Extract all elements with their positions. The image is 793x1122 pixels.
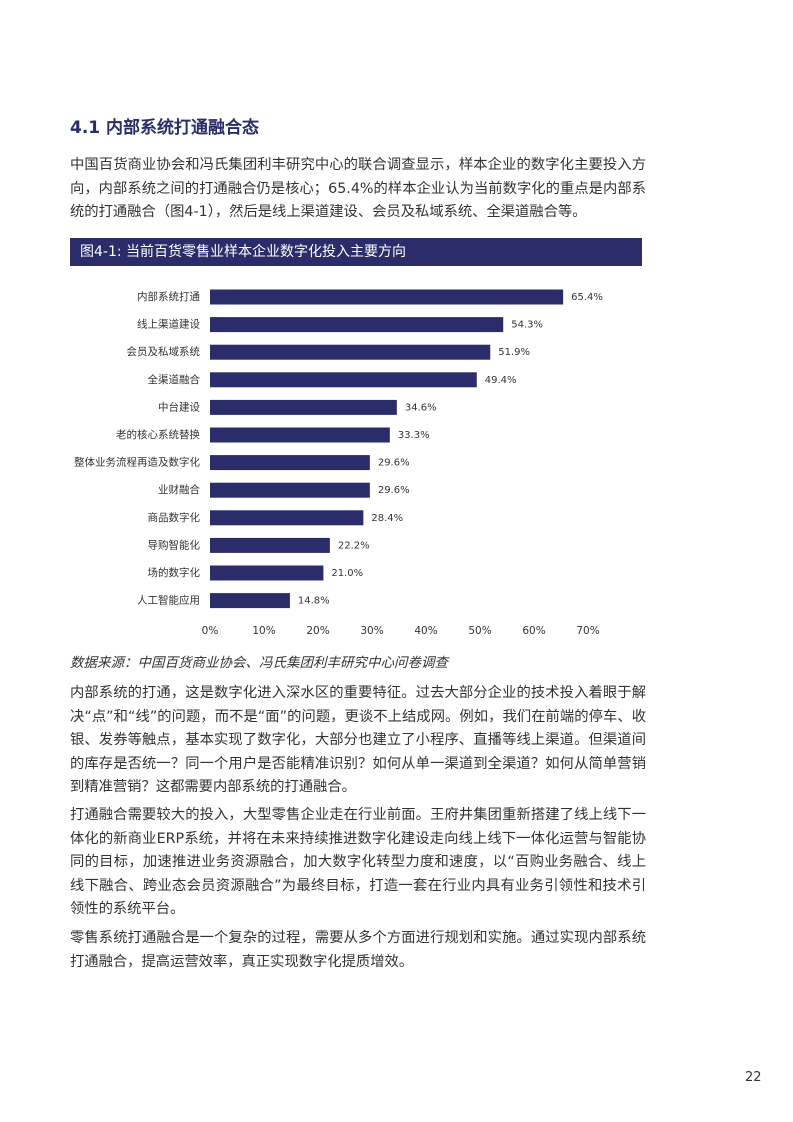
bar [210,317,504,333]
y-tick-label: 会员及私域系统 [127,345,201,358]
value-label: 29.6% [378,485,410,496]
x-tick-label: 70% [576,625,599,637]
value-label: 22.2% [338,540,370,551]
bar [210,427,390,443]
x-tick-label: 60% [522,625,545,637]
bar [210,593,290,609]
x-tick-label: 40% [414,625,437,637]
paragraph: 打通融合需要较大的投入，大型零售企业走在行业前面。王府井集团重新搭建了线上线下一… [70,807,646,917]
bar [210,537,330,553]
x-tick-label: 30% [360,625,383,637]
value-label: 49.4% [485,375,517,386]
page-number: 22 [745,1070,762,1085]
bar [210,510,364,526]
y-tick-label: 内部系统打通 [137,290,200,303]
bar [210,399,397,415]
y-tick-label: 场的数字化 [148,566,201,579]
paragraph: 内部系统的打通，这是数字化进入深水区的重要特征。过去大部分企业的技术投入着眼于解… [70,685,646,795]
y-tick-label: 老的核心系统替换 [116,428,200,441]
value-label: 51.9% [498,347,530,358]
bar [210,455,370,471]
source-note: 数据来源：中国百货商业协会、冯氏集团利丰研究中心问卷调查 [70,655,448,671]
paragraph: 零售系统打通融合是一个复杂的过程，需要从多个方面进行规划和实施。通过实现内部系统… [70,930,646,970]
bar [210,565,324,581]
bar [210,482,370,498]
paragraph: 中国百货商业协会和冯氏集团利丰研究中心的联合调查显示，样本企业的数字化主要投入方… [70,157,646,220]
section-heading: 4.1 内部系统打通融合态 [70,118,260,138]
value-label: 28.4% [371,513,403,524]
bar [210,372,477,388]
value-label: 29.6% [378,458,410,469]
y-tick-label: 导购智能化 [148,538,201,551]
value-label: 34.6% [405,402,437,413]
value-label: 21.0% [331,568,363,579]
x-tick-label: 10% [252,625,275,637]
bar [210,344,491,360]
chart: 0% 10% 20% 30% 40% 50% 60% 70% 内部系统打通 65.4% 线上渠道建设… [74,289,603,637]
value-label: 54.3% [511,320,543,331]
x-tick-label: 0% [202,625,219,637]
figure-title: 图4-1: 当前百货零售业样本企业数字化投入主要方向 [70,238,642,266]
x-tick-label: 20% [306,625,329,637]
value-label: 33.3% [398,430,430,441]
y-tick-label: 人工智能应用 [137,594,200,607]
y-tick-label: 业财融合 [158,483,200,496]
y-tick-label: 商品数字化 [148,511,201,524]
bar [210,289,564,305]
y-tick-label: 整体业务流程再造及数字化 [74,456,200,469]
value-label: 65.4% [571,292,603,303]
x-tick-label: 50% [468,625,491,637]
y-tick-label: 线上渠道建设 [137,318,200,331]
y-tick-label: 全渠道融合 [148,373,201,386]
y-tick-label: 中台建设 [158,400,200,413]
value-label: 14.8% [298,596,330,607]
